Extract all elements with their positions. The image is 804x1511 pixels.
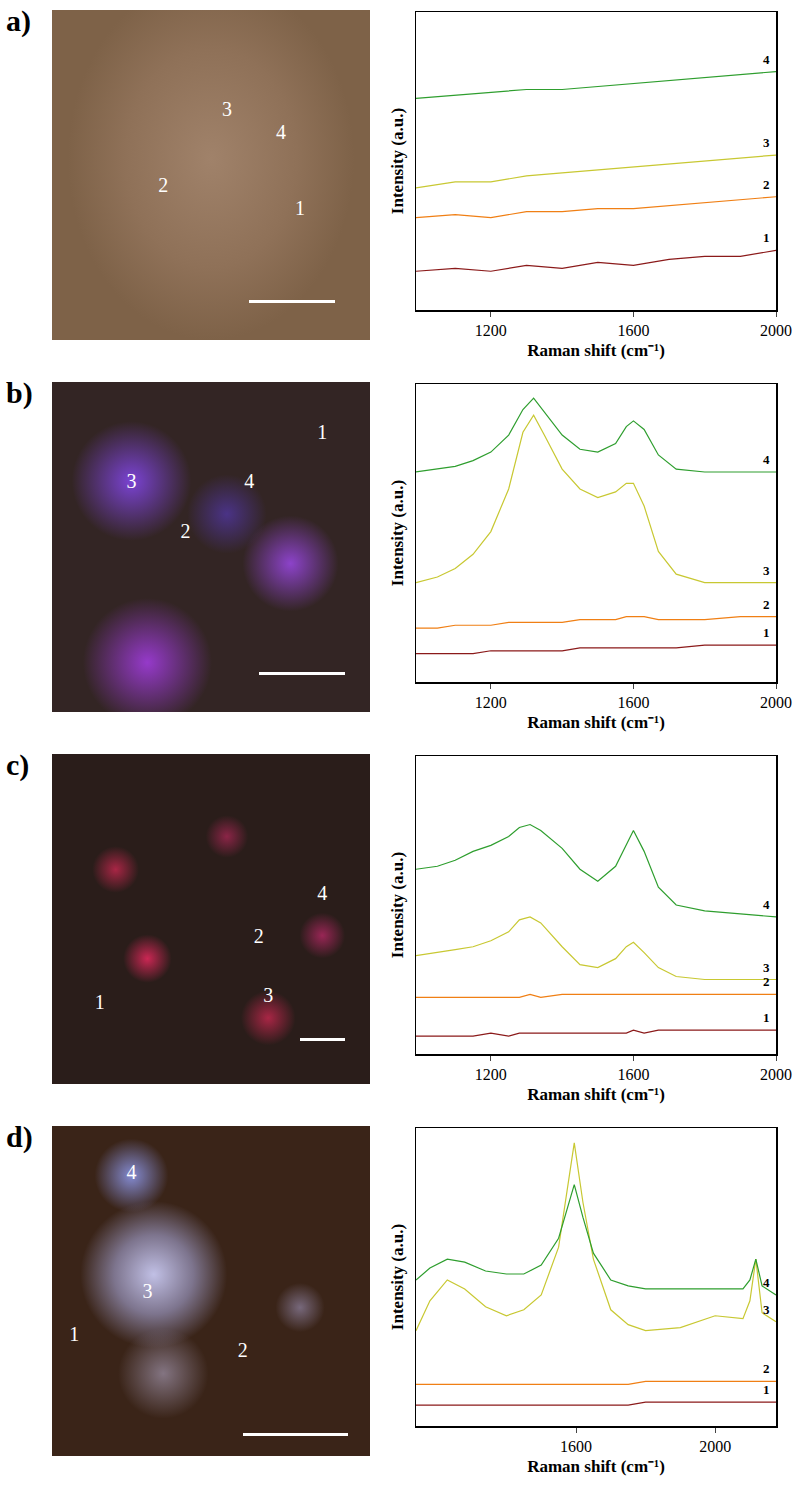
svg-text:1200: 1200 bbox=[475, 1066, 507, 1083]
svg-text:1200: 1200 bbox=[475, 322, 507, 339]
svg-text:1600: 1600 bbox=[617, 322, 649, 339]
html-text:1: 1 bbox=[317, 420, 328, 442]
html-text:3: 3 bbox=[221, 97, 232, 120]
svg-text:4: 4 bbox=[763, 52, 770, 67]
html-text:1: 1 bbox=[94, 990, 105, 1012]
svg-text:2000: 2000 bbox=[760, 694, 792, 711]
svg-text:2: 2 bbox=[763, 177, 770, 192]
svg-text:2000: 2000 bbox=[699, 1438, 731, 1455]
svg-text:1: 1 bbox=[763, 625, 770, 640]
svg-text:Intensity (a.u.): Intensity (a.u.) bbox=[388, 480, 407, 586]
svg-text:4: 4 bbox=[763, 897, 770, 912]
html-text:4: 4 bbox=[276, 120, 286, 143]
html-text:4: 4 bbox=[126, 1160, 137, 1183]
html-text:b): b) bbox=[6, 376, 33, 409]
svg-text:2: 2 bbox=[763, 974, 770, 989]
html-text:1: 1 bbox=[295, 196, 305, 219]
svg-text:4: 4 bbox=[763, 452, 770, 467]
svg-text:1600: 1600 bbox=[617, 1066, 649, 1083]
svg-text:1600: 1600 bbox=[617, 694, 649, 711]
svg-text:1200: 1200 bbox=[475, 694, 507, 711]
svg-text:4: 4 bbox=[763, 1275, 770, 1290]
svg-text:2: 2 bbox=[763, 1361, 770, 1376]
svg-text:Raman shift (cm⁻¹): Raman shift (cm⁻¹) bbox=[527, 1085, 665, 1104]
svg-text:1600: 1600 bbox=[560, 1438, 592, 1455]
svg-text:Intensity (a.u.): Intensity (a.u.) bbox=[388, 1224, 407, 1330]
svg-text:3: 3 bbox=[763, 960, 770, 975]
svg-text:2000: 2000 bbox=[760, 322, 792, 339]
svg-text:3: 3 bbox=[763, 1302, 770, 1317]
svg-text:3: 3 bbox=[763, 563, 770, 578]
html-text:d): d) bbox=[6, 1120, 33, 1153]
html-text:2: 2 bbox=[158, 173, 169, 196]
html-text:3: 3 bbox=[126, 469, 137, 492]
svg-text:Raman shift (cm⁻¹): Raman shift (cm⁻¹) bbox=[527, 1457, 665, 1476]
svg-text:1: 1 bbox=[763, 1382, 770, 1397]
html-text:a): a) bbox=[6, 4, 31, 37]
html-text:4: 4 bbox=[317, 881, 328, 904]
html-text:4: 4 bbox=[244, 469, 255, 492]
html-text:3: 3 bbox=[142, 1279, 153, 1302]
html-text:2: 2 bbox=[180, 519, 191, 541]
svg-text:2000: 2000 bbox=[760, 1066, 792, 1083]
html-text:3: 3 bbox=[263, 983, 274, 1006]
svg-text:Raman shift (cm⁻¹): Raman shift (cm⁻¹) bbox=[527, 713, 665, 732]
html-text:1: 1 bbox=[69, 1322, 80, 1345]
svg-text:2: 2 bbox=[763, 597, 770, 612]
html-text:c): c) bbox=[6, 748, 30, 781]
svg-text:Intensity (a.u.): Intensity (a.u.) bbox=[388, 108, 407, 214]
svg-text:Intensity (a.u.): Intensity (a.u.) bbox=[388, 852, 407, 958]
html-text:2: 2 bbox=[237, 1338, 248, 1361]
svg-text:1: 1 bbox=[763, 230, 770, 245]
html-text:2: 2 bbox=[253, 924, 264, 946]
svg-text:3: 3 bbox=[763, 135, 770, 150]
svg-text:1: 1 bbox=[763, 1010, 770, 1025]
svg-text:Raman shift (cm⁻¹): Raman shift (cm⁻¹) bbox=[527, 341, 665, 360]
